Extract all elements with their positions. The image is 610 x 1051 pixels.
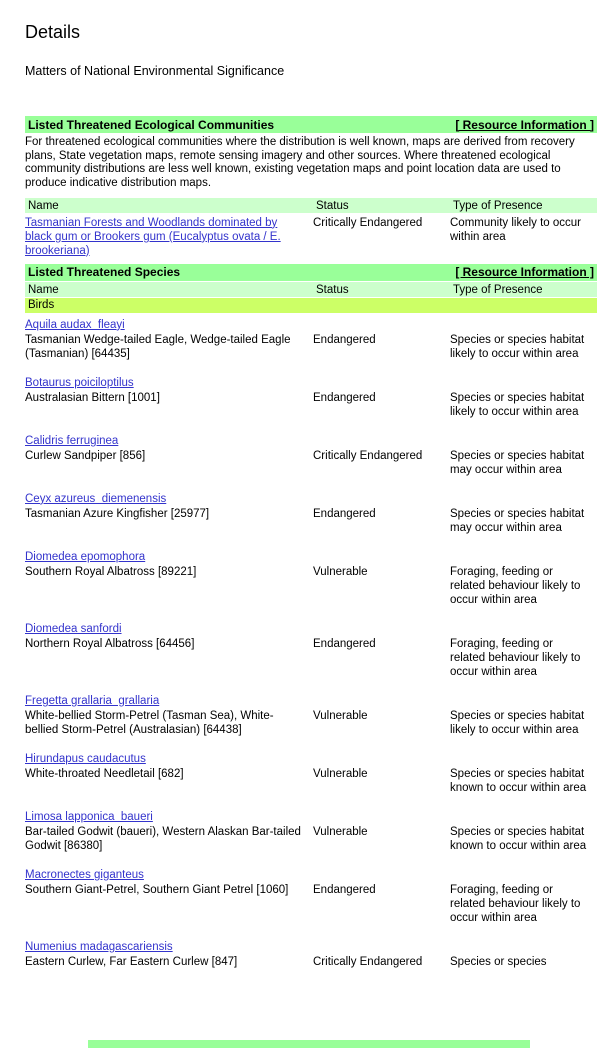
species-status: Endangered bbox=[313, 507, 376, 520]
column-header-presence: Type of Presence bbox=[453, 199, 543, 212]
column-header-name: Name bbox=[28, 199, 59, 212]
species-common-name: Tasmanian Azure Kingfisher [25977] bbox=[25, 507, 210, 520]
species-status: Endangered bbox=[313, 883, 376, 896]
table-row: Botaurus poiciloptilus Australasian Bitt… bbox=[25, 373, 597, 419]
species-common-name: Southern Royal Albatross [89221] bbox=[25, 565, 197, 578]
species-link[interactable]: Botaurus poiciloptilus bbox=[25, 376, 134, 389]
column-header-status: Status bbox=[316, 283, 349, 296]
species-common-name: Australasian Bittern [1001] bbox=[25, 391, 160, 404]
species-status: Endangered bbox=[313, 333, 376, 346]
species-status: Vulnerable bbox=[313, 565, 368, 578]
species-status: Vulnerable bbox=[313, 767, 368, 780]
report-page: Details Matters of National Environmenta… bbox=[25, 22, 597, 969]
species-link[interactable]: Hirundapus caudacutus bbox=[25, 752, 146, 765]
column-header-name: Name bbox=[28, 283, 59, 296]
species-status: Endangered bbox=[313, 391, 376, 404]
species-presence: Foraging, feeding or related behaviour l… bbox=[450, 565, 581, 606]
communities-section-title: Listed Threatened Ecological Communities bbox=[28, 117, 275, 132]
species-common-name: White-bellied Storm-Petrel (Tasman Sea),… bbox=[25, 709, 274, 736]
species-section-header: Listed Threatened Species [ Resource Inf… bbox=[25, 263, 597, 281]
community-status: Critically Endangered bbox=[313, 216, 423, 229]
species-group-row-birds: Birds bbox=[25, 297, 597, 313]
species-table-header: Name Status Type of Presence bbox=[25, 281, 597, 297]
table-row: Fregetta grallaria grallaria White-belli… bbox=[25, 691, 597, 737]
species-presence: Species or species habitat likely to occ… bbox=[450, 333, 585, 360]
table-row: Diomedea sanfordi Northern Royal Albatro… bbox=[25, 619, 597, 679]
species-presence: Species or species bbox=[450, 955, 547, 968]
species-link[interactable]: Aquila audax fleayi bbox=[25, 318, 125, 331]
table-row: Aquila audax fleayi Tasmanian Wedge-tail… bbox=[25, 315, 597, 361]
next-section-bar-partial bbox=[88, 1040, 530, 1048]
table-row: Macronectes giganteus Southern Giant-Pet… bbox=[25, 865, 597, 925]
species-common-name: Eastern Curlew, Far Eastern Curlew [847] bbox=[25, 955, 238, 968]
species-presence: Species or species habitat known to occu… bbox=[450, 825, 587, 852]
page-subtitle: Matters of National Environmental Signif… bbox=[25, 64, 285, 78]
species-presence: Foraging, feeding or related behaviour l… bbox=[450, 883, 581, 924]
species-common-name: Northern Royal Albatross [64456] bbox=[25, 637, 195, 650]
species-presence: Species or species habitat may occur wit… bbox=[450, 507, 585, 534]
communities-table: Tasmanian Forests and Woodlands dominate… bbox=[25, 216, 597, 258]
table-row: Diomedea epomophora Southern Royal Albat… bbox=[25, 547, 597, 607]
table-row: Hirundapus caudacutus White-throated Nee… bbox=[25, 749, 597, 795]
species-link[interactable]: Diomedea epomophora bbox=[25, 550, 146, 563]
species-presence: Species or species habitat may occur wit… bbox=[450, 449, 585, 476]
species-common-name: Southern Giant-Petrel, Southern Giant Pe… bbox=[25, 883, 289, 896]
species-status: Vulnerable bbox=[313, 825, 368, 838]
species-common-name: Bar-tailed Godwit (baueri), Western Alas… bbox=[25, 825, 301, 852]
table-row: Ceyx azureus diemenensis Tasmanian Azure… bbox=[25, 489, 597, 535]
page-title: Details bbox=[25, 22, 81, 42]
species-link[interactable]: Ceyx azureus diemenensis bbox=[25, 492, 167, 505]
table-row: Limosa lapponica baueri Bar-tailed Godwi… bbox=[25, 807, 597, 853]
community-link[interactable]: Tasmanian Forests and Woodlands dominate… bbox=[25, 216, 281, 257]
species-table: Aquila audax fleayi Tasmanian Wedge-tail… bbox=[25, 315, 597, 969]
column-header-status: Status bbox=[316, 199, 349, 212]
communities-table-header: Name Status Type of Presence bbox=[25, 197, 597, 213]
species-common-name: Curlew Sandpiper [856] bbox=[25, 449, 146, 462]
species-link[interactable]: Calidris ferruginea bbox=[25, 434, 119, 447]
species-link[interactable]: Numenius madagascariensis bbox=[25, 940, 173, 953]
column-header-presence: Type of Presence bbox=[453, 283, 543, 296]
species-presence: Species or species habitat known to occu… bbox=[450, 767, 587, 794]
species-link[interactable]: Fregetta grallaria grallaria bbox=[25, 694, 160, 707]
species-common-name: Tasmanian Wedge-tailed Eagle, Wedge-tail… bbox=[25, 333, 291, 360]
table-row: Numenius madagascariensis Eastern Curlew… bbox=[25, 937, 597, 969]
species-status: Critically Endangered bbox=[313, 955, 423, 968]
species-resource-information-link[interactable]: [ Resource Information ] bbox=[455, 265, 594, 280]
species-common-name: White-throated Needletail [682] bbox=[25, 767, 184, 780]
table-row: Calidris ferruginea Curlew Sandpiper [85… bbox=[25, 431, 597, 477]
species-link[interactable]: Diomedea sanfordi bbox=[25, 622, 122, 635]
communities-section-header: Listed Threatened Ecological Communities… bbox=[25, 116, 597, 133]
species-link[interactable]: Macronectes giganteus bbox=[25, 868, 144, 881]
species-status: Vulnerable bbox=[313, 709, 368, 722]
species-presence: Species or species habitat likely to occ… bbox=[450, 709, 585, 736]
species-presence: Species or species habitat likely to occ… bbox=[450, 391, 585, 418]
communities-resource-information-link[interactable]: [ Resource Information ] bbox=[455, 117, 594, 132]
species-presence: Foraging, feeding or related behaviour l… bbox=[450, 637, 581, 678]
table-row: Tasmanian Forests and Woodlands dominate… bbox=[25, 216, 597, 258]
species-status: Endangered bbox=[313, 637, 376, 650]
community-name-cell: Tasmanian Forests and Woodlands dominate… bbox=[25, 216, 313, 258]
species-section-title: Listed Threatened Species bbox=[28, 265, 181, 280]
communities-description: For threatened ecological communities wh… bbox=[25, 136, 575, 190]
species-link[interactable]: Limosa lapponica baueri bbox=[25, 810, 153, 823]
community-presence: Community likely to occur within area bbox=[450, 216, 582, 243]
species-status: Critically Endangered bbox=[313, 449, 423, 462]
